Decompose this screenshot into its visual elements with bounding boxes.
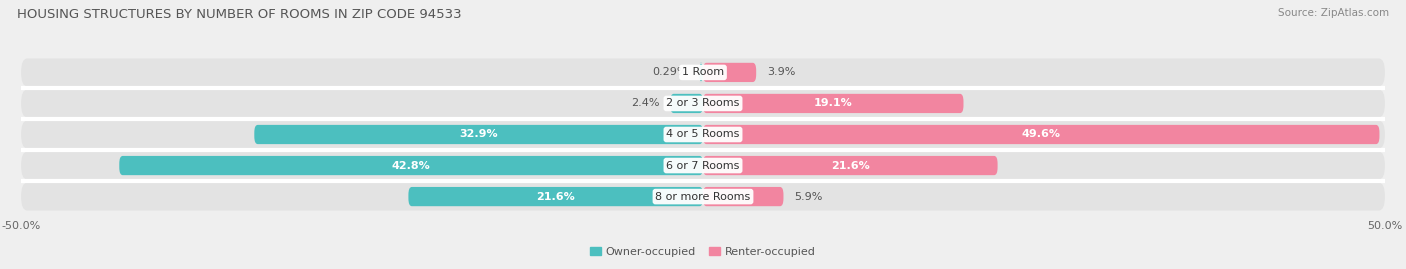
Text: 32.9%: 32.9% xyxy=(460,129,498,140)
FancyBboxPatch shape xyxy=(703,125,1379,144)
Text: 6 or 7 Rooms: 6 or 7 Rooms xyxy=(666,161,740,171)
Text: 0.29%: 0.29% xyxy=(652,68,688,77)
FancyBboxPatch shape xyxy=(671,94,703,113)
Text: 1 Room: 1 Room xyxy=(682,68,724,77)
Text: 42.8%: 42.8% xyxy=(392,161,430,171)
Text: 21.6%: 21.6% xyxy=(831,161,870,171)
FancyBboxPatch shape xyxy=(254,125,703,144)
FancyBboxPatch shape xyxy=(21,183,1385,211)
Text: 5.9%: 5.9% xyxy=(794,192,823,201)
FancyBboxPatch shape xyxy=(699,63,703,82)
Legend: Owner-occupied, Renter-occupied: Owner-occupied, Renter-occupied xyxy=(586,242,820,261)
FancyBboxPatch shape xyxy=(703,156,998,175)
Text: HOUSING STRUCTURES BY NUMBER OF ROOMS IN ZIP CODE 94533: HOUSING STRUCTURES BY NUMBER OF ROOMS IN… xyxy=(17,8,461,21)
Text: 49.6%: 49.6% xyxy=(1022,129,1060,140)
FancyBboxPatch shape xyxy=(21,121,1385,148)
FancyBboxPatch shape xyxy=(703,94,963,113)
Text: 4 or 5 Rooms: 4 or 5 Rooms xyxy=(666,129,740,140)
FancyBboxPatch shape xyxy=(120,156,703,175)
FancyBboxPatch shape xyxy=(703,187,783,206)
FancyBboxPatch shape xyxy=(21,151,1385,179)
FancyBboxPatch shape xyxy=(21,58,1385,86)
Text: 21.6%: 21.6% xyxy=(536,192,575,201)
Text: Source: ZipAtlas.com: Source: ZipAtlas.com xyxy=(1278,8,1389,18)
Text: 2.4%: 2.4% xyxy=(631,98,659,108)
Text: 19.1%: 19.1% xyxy=(814,98,852,108)
Text: 2 or 3 Rooms: 2 or 3 Rooms xyxy=(666,98,740,108)
FancyBboxPatch shape xyxy=(408,187,703,206)
FancyBboxPatch shape xyxy=(703,63,756,82)
FancyBboxPatch shape xyxy=(21,90,1385,118)
Text: 3.9%: 3.9% xyxy=(768,68,796,77)
Text: 8 or more Rooms: 8 or more Rooms xyxy=(655,192,751,201)
